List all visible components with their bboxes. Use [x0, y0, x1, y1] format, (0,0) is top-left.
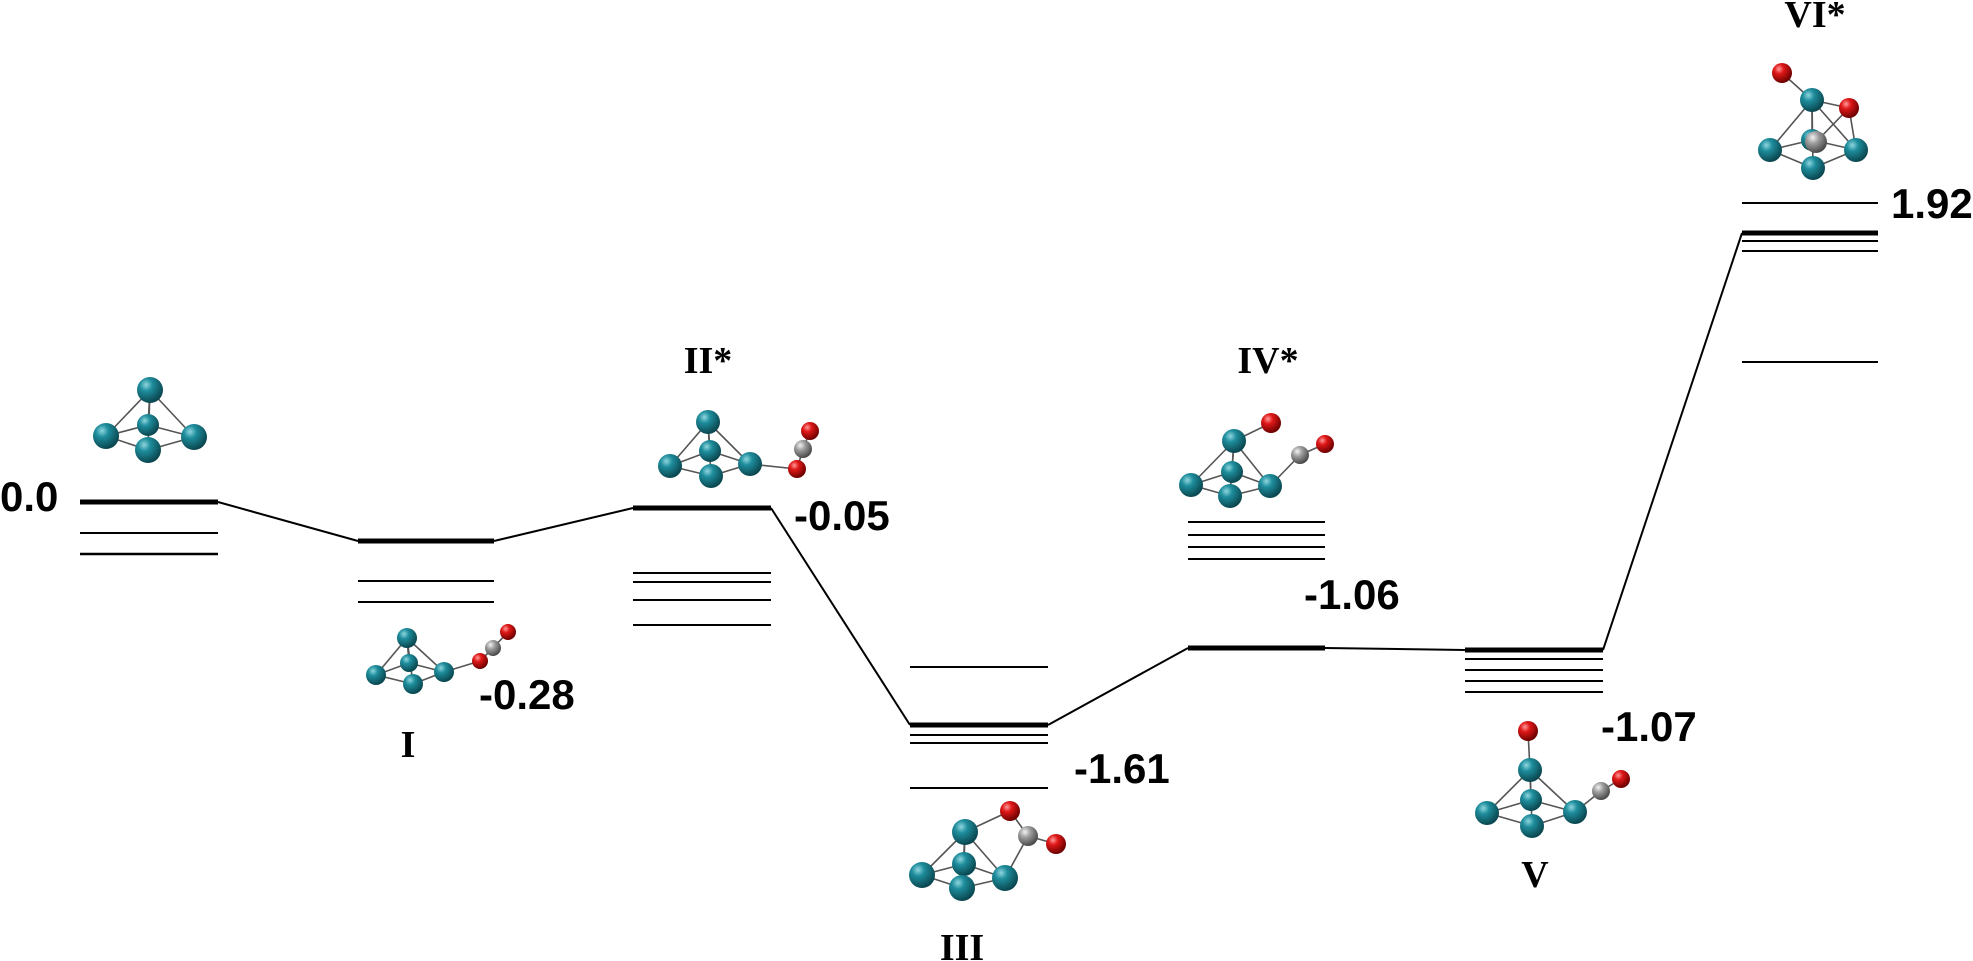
connector-IV-to-V: [1324, 647, 1466, 651]
molecule-structure-VI: [1758, 63, 1868, 180]
level-stack-V: [1465, 647, 1603, 693]
state-label-V: V: [1521, 854, 1549, 896]
level-stack-IV: [1188, 521, 1325, 651]
state-label-IV: IV*: [1237, 340, 1298, 382]
state-label-II: II*: [684, 340, 733, 382]
molecule-structure-II: [658, 410, 819, 488]
molecule-structure-IV: [1179, 413, 1334, 508]
molecule-structure-III: [909, 801, 1066, 901]
connector-III-to-IV: [1047, 647, 1189, 726]
state-label-III: III: [940, 927, 984, 961]
molecule-structure-I: [366, 624, 516, 694]
connector-lines: [217, 232, 1743, 726]
level-stack-VI: [1742, 202, 1878, 363]
molecule-structure-V: [1475, 721, 1630, 838]
state-label-I: I: [401, 724, 416, 766]
connector-0-to-I: [217, 501, 359, 542]
energy-value-IV: -1.06: [1304, 571, 1400, 618]
state-label-VI: VI*: [1784, 0, 1845, 36]
connector-I-to-II: [493, 507, 634, 542]
level-stack-III: [910, 666, 1048, 789]
energy-value-VI: 1.92: [1891, 180, 1973, 227]
molecule-structure-0: [93, 377, 207, 463]
level-stack-II: [633, 505, 771, 626]
energy-value-0: 0.0: [0, 473, 58, 520]
energy-value-III: -1.61: [1074, 745, 1170, 792]
energy-value-V: -1.07: [1601, 703, 1697, 750]
level-stack-I: [358, 538, 494, 603]
connector-II-to-III: [770, 507, 911, 726]
connector-V-to-VI: [1602, 232, 1743, 651]
level-stack-0: [80, 499, 218, 556]
energy-value-II: -0.05: [794, 492, 890, 539]
energy-value-I: -0.28: [479, 671, 575, 718]
